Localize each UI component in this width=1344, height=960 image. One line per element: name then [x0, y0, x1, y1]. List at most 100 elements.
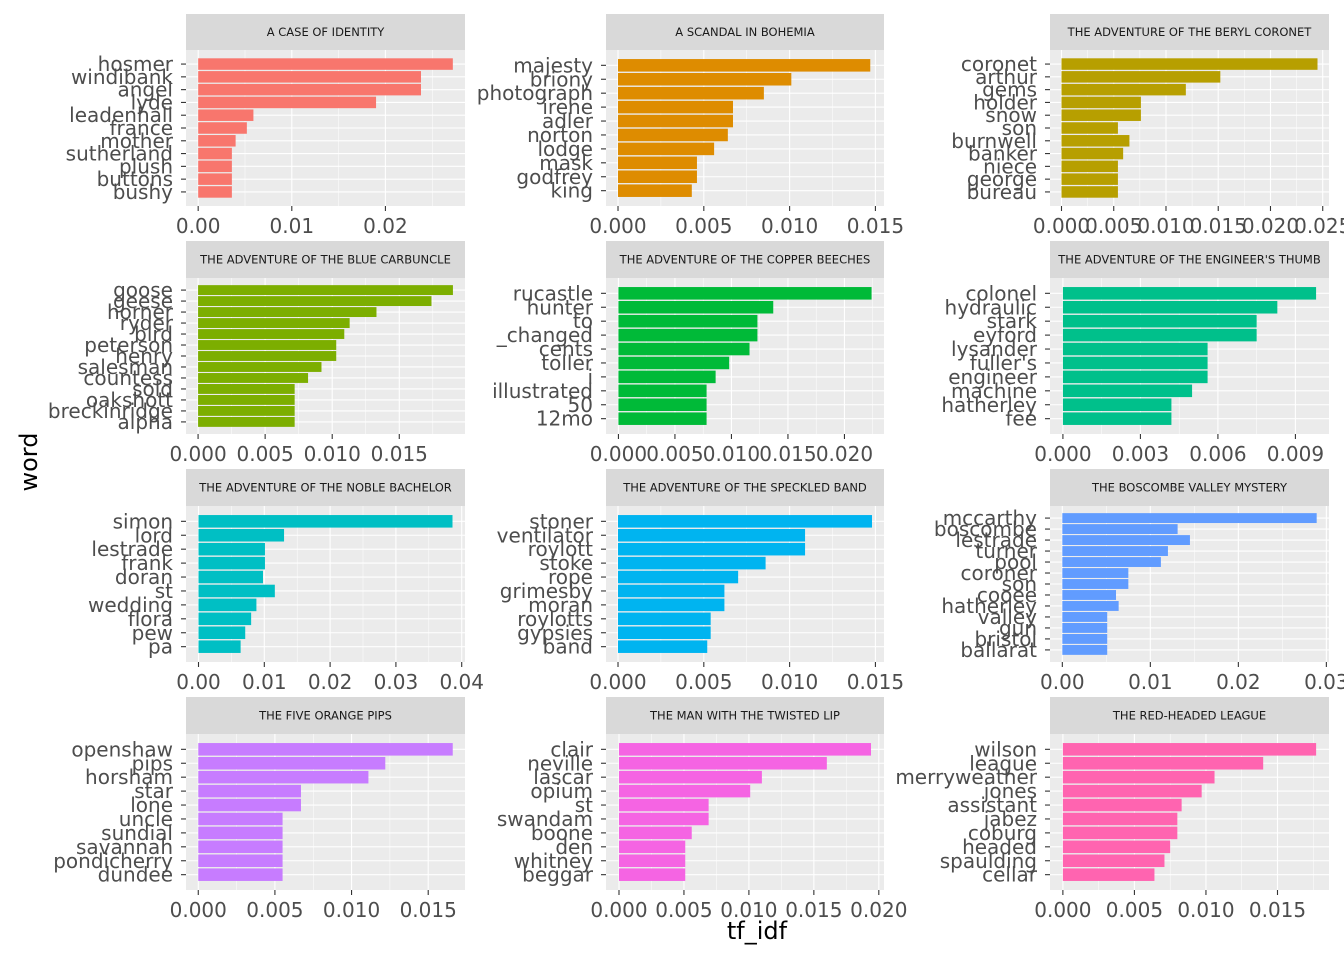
- y-tick-label: band: [543, 635, 593, 659]
- y-tick-label: burnwell: [951, 129, 1037, 153]
- y-tick-label: horsham: [85, 765, 173, 789]
- x-tick-label: 0.015: [847, 670, 904, 694]
- bar: [618, 86, 764, 100]
- y-tick-label: uncle: [119, 807, 173, 831]
- y-tick-label: bird: [134, 322, 173, 346]
- bar: [198, 515, 453, 528]
- facet-title: THE BOSCOMBE VALLEY MYSTERY: [1091, 481, 1288, 495]
- y-tick-label: stoke: [539, 551, 593, 575]
- bar: [618, 142, 715, 156]
- x-tick-label: 0.015: [759, 442, 816, 466]
- facet-panel: THE ADVENTURE OF THE NOBLE BACHELOR 0.00 0…: [88, 469, 484, 694]
- y-tick-label: roylotts: [517, 607, 593, 631]
- y-tick-label: sold: [132, 377, 173, 401]
- y-tick-label: mccarthy: [943, 506, 1037, 530]
- bar: [198, 71, 421, 83]
- y-tick-label: hosmer: [98, 52, 174, 76]
- x-tick-label: 0.003: [1112, 442, 1169, 466]
- y-tick-label: lone: [130, 793, 173, 817]
- facet-strip: [1050, 697, 1329, 734]
- bar: [198, 384, 295, 394]
- y-tick-label: fee: [1005, 407, 1037, 431]
- bar: [198, 784, 301, 798]
- bar: [1062, 798, 1182, 812]
- y-tick-label: merryweather: [895, 765, 1037, 789]
- bar: [1062, 535, 1190, 545]
- y-tick-label: jabez: [983, 807, 1037, 831]
- y-tick-label: briony: [530, 67, 593, 91]
- bar: [618, 314, 758, 328]
- y-tick-label: cents: [539, 337, 593, 361]
- bar: [1061, 58, 1318, 70]
- bar: [618, 756, 827, 770]
- bar: [618, 100, 733, 114]
- x-tick-label: 0.02: [1216, 670, 1261, 694]
- bar: [1062, 840, 1171, 854]
- x-tick-label: 0.000: [590, 442, 647, 466]
- bar: [1062, 868, 1155, 881]
- bar: [198, 756, 386, 770]
- bar: [1061, 122, 1118, 134]
- x-tick-label: 0.000: [590, 898, 647, 922]
- bar: [1062, 568, 1129, 578]
- y-tick-label: son: [1002, 572, 1037, 596]
- y-tick-label: ryder: [120, 311, 174, 335]
- x-tick-label: 0.015: [400, 898, 457, 922]
- bar: [1062, 314, 1257, 328]
- bar: [618, 170, 697, 184]
- x-tick-label: 0.005: [237, 442, 294, 466]
- bar: [198, 329, 345, 339]
- y-tick-label: lord: [135, 523, 173, 547]
- bar: [198, 542, 265, 556]
- y-tick-label: oakshott: [86, 388, 173, 412]
- x-tick-label: 0.000: [589, 670, 646, 694]
- y-tick-label: cellar: [982, 863, 1038, 887]
- y-tick-label: assistant: [947, 793, 1037, 817]
- x-tick-label: 0.020: [1242, 214, 1299, 238]
- y-tick-label: angel: [118, 78, 174, 102]
- y-tick-label: simon: [113, 509, 173, 533]
- bar: [198, 798, 301, 812]
- y-tick-label: king: [550, 179, 593, 203]
- bar: [618, 598, 725, 612]
- x-tick-label: 0.005: [655, 898, 712, 922]
- y-tick-label: wilson: [974, 737, 1037, 761]
- bar: [198, 584, 275, 598]
- y-tick-label: den: [555, 835, 593, 859]
- y-tick-label: bushy: [113, 180, 173, 204]
- bar: [618, 784, 751, 798]
- y-tick-label: bristol: [974, 627, 1037, 651]
- x-tick-label: 0.010: [1137, 214, 1194, 238]
- y-tick-label: france: [110, 116, 174, 140]
- y-tick-label: hydraulic: [945, 295, 1037, 319]
- x-tick-label: 0.015: [1249, 898, 1306, 922]
- y-tick-label: doran: [115, 565, 173, 589]
- bar: [1062, 513, 1317, 524]
- y-tick-label: frank: [121, 551, 173, 575]
- y-tick-label: jones: [983, 779, 1037, 803]
- bar: [618, 612, 711, 626]
- bar: [618, 328, 758, 342]
- bar: [618, 72, 792, 86]
- bar: [618, 626, 711, 640]
- y-tick-label: wedding: [88, 593, 173, 617]
- bar: [1062, 644, 1108, 655]
- bar: [1062, 601, 1119, 611]
- bar: [1062, 770, 1215, 784]
- bar: [618, 412, 707, 425]
- y-tick-label: fuller's: [970, 351, 1037, 375]
- y-tick-label: beggar: [522, 863, 594, 887]
- bar: [1061, 83, 1186, 96]
- facet-title: THE ADVENTURE OF THE BLUE CARBUNCLE: [199, 253, 451, 267]
- x-tick-label: 0.015: [1190, 214, 1247, 238]
- y-tick-label: pew: [132, 621, 173, 645]
- y-tick-label: ventilator: [497, 523, 594, 547]
- y-tick-label: geese: [113, 289, 173, 313]
- x-tick-label: 0.02: [363, 214, 408, 238]
- y-tick-label: arthur: [975, 65, 1038, 89]
- x-tick-label: 0.03: [1304, 670, 1344, 694]
- bar: [618, 798, 709, 812]
- y-tick-label: colonel: [965, 281, 1037, 305]
- y-tick-label: i: [587, 365, 593, 389]
